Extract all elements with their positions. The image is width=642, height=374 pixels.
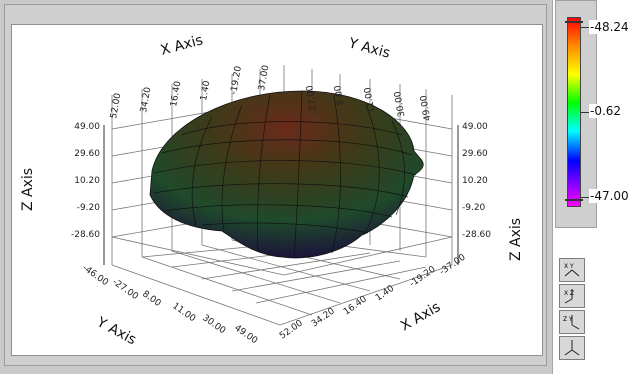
xz-plane-icon: X Z <box>564 289 574 304</box>
y-axis-title-top: Y Axis <box>346 35 392 62</box>
y-ticks-top: -27.00 8.00 11.00 30.00 49.00 <box>305 84 433 121</box>
y-tick: 11.00 <box>170 301 197 324</box>
x-tick: 16.40 <box>342 294 369 317</box>
x-tick: -19.20 <box>229 65 244 96</box>
z-ticks-right: 49.00 29.60 10.20 -9.20 -28.60 <box>462 122 491 240</box>
default-view-icon <box>564 340 580 356</box>
scale-tick <box>581 27 589 28</box>
z-ticks-left: 49.00 29.60 10.20 -9.20 -28.60 <box>71 122 100 240</box>
xy-plane-view-button[interactable]: X Y <box>559 258 585 282</box>
default-view-button[interactable] <box>559 336 585 360</box>
y-tick: -27.00 <box>110 277 140 302</box>
surface-plot <box>149 90 424 259</box>
z-tick: -9.20 <box>462 203 486 213</box>
y-tick: 8.00 <box>333 84 346 106</box>
xy-plane-icon: X Y <box>564 263 580 277</box>
z-tick: -28.60 <box>71 230 100 240</box>
scale-mid-label: -0.62 <box>589 104 622 118</box>
y-tick: 11.00 <box>363 86 377 113</box>
z-tick: -28.60 <box>462 230 491 240</box>
color-scale-marker-bottom[interactable] <box>565 199 583 201</box>
axis-box <box>103 125 459 265</box>
z-tick: 10.20 <box>462 176 488 186</box>
color-ramp[interactable] <box>567 17 581 207</box>
z-tick: 29.60 <box>74 149 100 159</box>
x-tick: 37.00 <box>257 64 271 91</box>
y-tick: -46.00 <box>80 263 110 288</box>
y-tick: 49.00 <box>419 94 433 121</box>
scale-min-label: -47.00 <box>589 189 629 203</box>
x-tick: 16.40 <box>169 80 183 107</box>
scale-max-label: -48.24 <box>589 20 629 34</box>
z-tick: 29.60 <box>462 149 488 159</box>
3d-graph[interactable]: X Axis Y Axis Z Axis Z Axis Y Axis X Axi… <box>12 25 544 357</box>
y-tick: 30.00 <box>393 90 407 117</box>
x-ticks-top: 52.00 34.20 16.40 1.40 -19.20 37.00 <box>109 64 271 119</box>
x-axis-title-top: X Axis <box>159 32 205 59</box>
y-tick: 49.00 <box>232 323 259 346</box>
x-tick: 52.00 <box>109 92 123 119</box>
yz-view-button-label: Z Y <box>563 316 573 323</box>
yz-plane-view-button[interactable]: Z Y <box>559 310 585 334</box>
x-tick: 34.20 <box>139 86 153 113</box>
xz-plane-view-button[interactable]: X Z <box>559 284 585 308</box>
x-tick: 1.40 <box>199 80 212 102</box>
color-scale-panel: -48.24 -0.62 -47.00 <box>553 0 642 232</box>
xz-view-button-label: X Z <box>564 290 574 297</box>
x-axis-title-bottom: X Axis <box>398 299 443 334</box>
view-toolbar: X Y X Z Z Y <box>559 258 587 370</box>
x-tick: -19.20 <box>408 264 438 289</box>
y-axis-title-bottom: Y Axis <box>93 314 139 348</box>
scale-tick <box>581 112 589 113</box>
z-tick: 10.20 <box>74 176 100 186</box>
x-tick: 1.40 <box>374 284 396 304</box>
z-tick: 49.00 <box>74 122 100 132</box>
y-tick: 8.00 <box>140 289 162 309</box>
scale-tick <box>581 197 589 198</box>
yz-plane-icon: Z Y <box>563 315 580 330</box>
x-tick: -37.00 <box>438 252 468 277</box>
3d-plot-area[interactable]: X Axis Y Axis Z Axis Z Axis Y Axis X Axi… <box>11 24 543 356</box>
z-axis-title-left: Z Axis <box>20 168 36 211</box>
z-tick: 49.00 <box>462 122 488 132</box>
y-tick: 30.00 <box>200 313 227 336</box>
z-axis-title-right: Z Axis <box>508 218 524 261</box>
xy-view-button-label: X Y <box>564 263 574 270</box>
graph-frame: X Axis Y Axis Z Axis Z Axis Y Axis X Axi… <box>0 0 553 374</box>
z-tick: -9.20 <box>77 203 101 213</box>
color-scale-marker-top[interactable] <box>565 21 583 23</box>
x-tick: 52.00 <box>278 318 305 341</box>
